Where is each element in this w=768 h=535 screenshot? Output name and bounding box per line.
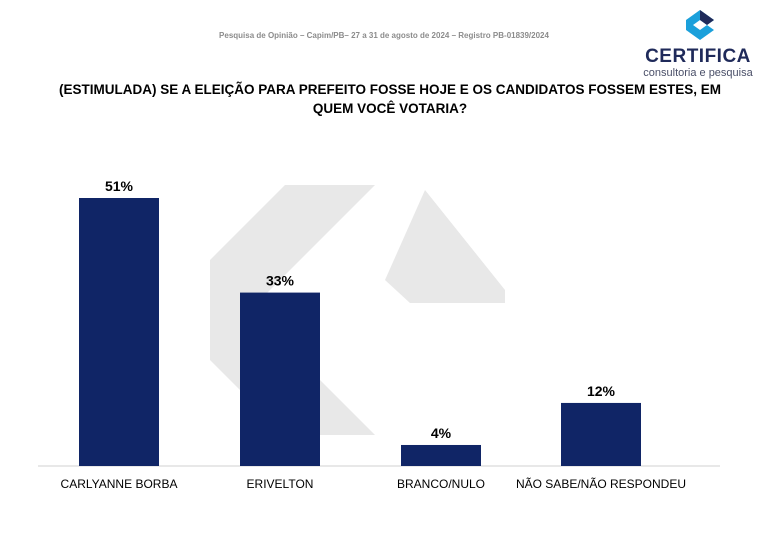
category-label: BRANCO/NULO (397, 477, 485, 491)
certifica-logo-icon (686, 10, 714, 40)
data-label: 33% (266, 273, 295, 289)
logo-name: CERTIFICA (645, 46, 751, 67)
category-label: CARLYANNE BORBA (61, 477, 178, 491)
data-label: 51% (105, 178, 134, 194)
logo-tagline: consultoria e pesquisa (643, 67, 753, 79)
survey-info: Pesquisa de Opinião – Capim/PB– 27 a 31 … (219, 31, 549, 40)
category-label: NÃO SABE/NÃO RESPONDEU (516, 477, 686, 491)
certifica-logo: CERTIFICA consultoria e pesquisa (636, 10, 760, 79)
bar (561, 402, 641, 466)
bar (240, 292, 320, 466)
bar (401, 444, 481, 466)
chart-title: (ESTIMULADA) SE A ELEIÇÃO PARA PREFEITO … (58, 82, 722, 116)
bar (79, 198, 159, 466)
data-label: 12% (587, 383, 616, 399)
category-label: ERIVELTON (247, 477, 314, 491)
data-label: 4% (431, 425, 452, 441)
